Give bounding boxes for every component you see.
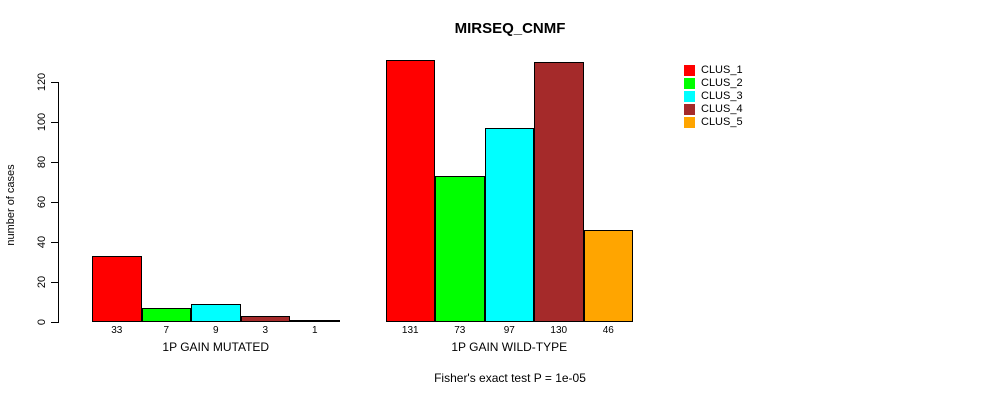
fisher-test-caption: Fisher's exact test P = 1e-05	[434, 371, 586, 385]
bar-clus_2-mutated	[141, 308, 191, 322]
legend: CLUS_1 CLUS_2 CLUS_3 CLUS_4 CLUS_5	[684, 65, 743, 128]
legend-swatch-icon	[684, 104, 695, 115]
bar-value-label: 7	[163, 325, 170, 336]
y-tick-mark	[51, 122, 58, 123]
bar-clus_5-mutated	[290, 320, 340, 322]
y-tick-mark	[51, 242, 58, 243]
bar-clus_1-mutated	[92, 256, 142, 322]
y-tick-label: 120	[36, 72, 48, 92]
group-label-wild-type: 1P GAIN WILD-TYPE	[451, 340, 568, 354]
legend-label: CLUS_2	[701, 77, 743, 89]
y-tick-mark	[51, 282, 58, 283]
bar-value-label: 1	[311, 325, 318, 336]
legend-item-clus_1: CLUS_1	[684, 65, 743, 76]
legend-label: CLUS_5	[701, 116, 743, 128]
legend-swatch-icon	[684, 117, 695, 128]
bar-clus_1-wild-type	[385, 60, 435, 322]
bar-value-label: 9	[212, 325, 219, 336]
legend-item-clus_4: CLUS_4	[684, 104, 743, 115]
bar-clus_4-wild-type	[534, 62, 584, 322]
legend-label: CLUS_4	[701, 103, 743, 115]
bar-value-label: 97	[503, 325, 515, 336]
y-tick-mark	[51, 162, 58, 163]
bar-value-label: 73	[454, 325, 466, 336]
bar-value-label: 33	[111, 325, 123, 336]
legend-item-clus_5: CLUS_5	[684, 117, 743, 128]
y-tick-label: 40	[36, 235, 48, 249]
group-label-mutated: 1P GAIN MUTATED	[162, 340, 270, 354]
legend-label: CLUS_3	[701, 90, 743, 102]
y-tick-label: 20	[36, 275, 48, 289]
y-tick-mark	[51, 202, 58, 203]
bar-value-label: 46	[602, 325, 614, 336]
y-tick-mark	[51, 82, 58, 83]
legend-swatch-icon	[684, 65, 695, 76]
bar-clus_5-wild-type	[583, 230, 633, 322]
bar-clus_3-wild-type	[484, 128, 534, 322]
bar-value-label: 130	[550, 325, 568, 336]
legend-swatch-icon	[684, 91, 695, 102]
bar-value-label: 131	[401, 325, 419, 336]
legend-item-clus_3: CLUS_3	[684, 91, 743, 102]
y-tick-label: 60	[36, 195, 48, 209]
y-tick-label: 0	[36, 318, 48, 326]
y-tick-label: 100	[36, 112, 48, 132]
y-tick-mark	[51, 322, 58, 323]
bar-value-label: 3	[262, 325, 269, 336]
bar-clus_3-mutated	[191, 304, 241, 322]
bar-clus_4-mutated	[240, 316, 290, 322]
chart-title: MIRSEQ_CNMF	[454, 20, 566, 37]
y-tick-label: 80	[36, 155, 48, 169]
y-axis-label: number of cases	[5, 164, 17, 246]
y-axis-line	[58, 82, 59, 323]
legend-swatch-icon	[684, 78, 695, 89]
legend-item-clus_2: CLUS_2	[684, 78, 743, 89]
bar-clus_2-wild-type	[435, 176, 485, 322]
legend-label: CLUS_1	[701, 64, 743, 76]
